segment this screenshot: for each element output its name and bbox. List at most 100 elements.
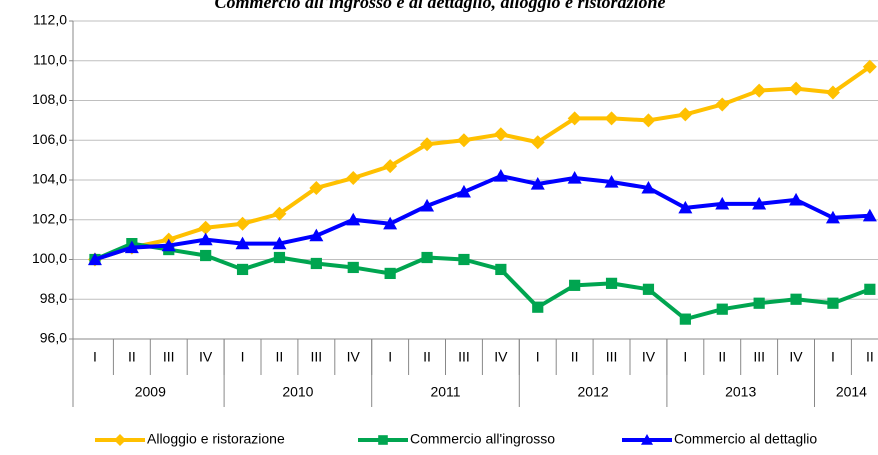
x-tick-label: IV: [642, 349, 656, 365]
year-label: 2012: [578, 384, 609, 400]
point-marker: [236, 263, 249, 276]
series-line: [94, 174, 870, 262]
x-tick-label: II: [276, 349, 284, 365]
point-marker: [493, 169, 508, 182]
point-marker: [752, 83, 767, 98]
point-marker: [420, 198, 435, 212]
point-marker: [200, 249, 212, 262]
x-tick-label: I: [388, 349, 392, 365]
y-tick-label: 108,0: [32, 91, 67, 107]
x-tick-label: IV: [199, 349, 213, 365]
point-marker: [124, 240, 139, 254]
y-tick-label: 110,0: [33, 51, 67, 67]
point-marker: [530, 135, 545, 150]
x-tick-label: II: [718, 349, 726, 365]
point-marker: [458, 253, 470, 266]
point-marker: [641, 113, 656, 128]
y-tick-label: 112,0: [33, 12, 67, 28]
y-tick-label: 96,0: [40, 330, 67, 346]
point-marker: [495, 263, 507, 276]
x-tick-label: II: [571, 349, 579, 365]
point-marker: [346, 171, 361, 186]
point-marker: [383, 216, 398, 230]
chart-title: Commercio all'ingrosso e al dettaglio, a…: [214, 0, 665, 12]
x-tick-label: I: [831, 349, 835, 365]
y-tick-label: 100,0: [32, 250, 67, 266]
point-marker: [161, 238, 176, 252]
point-marker: [383, 159, 398, 174]
point-marker: [605, 277, 618, 289]
point-marker: [87, 252, 102, 266]
point-marker: [715, 196, 730, 210]
point-marker: [678, 200, 693, 214]
legend-marker: [378, 435, 388, 445]
y-tick-label: 106,0: [32, 131, 67, 147]
point-marker: [604, 174, 619, 188]
point-marker: [567, 111, 582, 126]
point-marker: [421, 251, 433, 264]
y-tick-label: 104,0: [32, 171, 67, 187]
point-marker: [827, 297, 839, 309]
legend-label: Alloggio e ristorazione: [147, 431, 285, 447]
point-marker: [235, 236, 250, 250]
point-marker: [789, 192, 804, 206]
point-marker: [532, 301, 544, 313]
point-marker: [678, 107, 693, 122]
point-marker: [752, 196, 767, 210]
point-marker: [641, 180, 656, 194]
year-label: 2009: [135, 384, 166, 400]
x-tick-label: I: [93, 349, 97, 365]
point-marker: [825, 210, 840, 224]
legend-label: Commercio all'ingrosso: [410, 431, 555, 447]
point-marker: [862, 208, 877, 222]
point-marker: [384, 267, 396, 280]
point-marker: [310, 257, 322, 270]
year-label: 2010: [282, 384, 313, 400]
x-tick-label: III: [458, 349, 470, 365]
series-line: [94, 65, 871, 262]
point-marker: [346, 212, 361, 226]
x-tick-label: IV: [789, 349, 803, 365]
point-marker: [530, 176, 545, 190]
point-marker: [864, 283, 876, 295]
point-marker: [420, 137, 435, 152]
point-marker: [716, 303, 728, 315]
series-line: [94, 241, 871, 322]
year-label: 2013: [725, 384, 756, 400]
point-marker: [456, 184, 471, 198]
point-marker: [790, 293, 802, 305]
x-tick-label: II: [866, 349, 874, 365]
point-marker: [753, 297, 765, 309]
point-marker: [862, 59, 877, 74]
point-marker: [456, 133, 471, 148]
point-marker: [679, 313, 691, 325]
x-tick-label: I: [536, 349, 540, 365]
x-tick-label: II: [423, 349, 431, 365]
legend-label: Commercio al dettaglio: [674, 431, 817, 447]
point-marker: [198, 220, 213, 235]
y-tick-label: 98,0: [40, 290, 67, 306]
x-tick-label: I: [683, 349, 687, 365]
x-tick-label: III: [311, 349, 323, 365]
point-marker: [604, 111, 619, 126]
legend-marker: [114, 434, 126, 446]
point-marker: [347, 261, 359, 274]
year-label: 2014: [836, 384, 867, 400]
point-marker: [825, 85, 840, 100]
point-marker: [309, 180, 324, 195]
point-marker: [272, 206, 287, 221]
x-tick-label: I: [241, 349, 245, 365]
point-marker: [715, 97, 730, 112]
x-tick-label: III: [753, 349, 765, 365]
x-tick-label: IV: [494, 349, 508, 365]
point-marker: [273, 251, 286, 264]
y-tick-label: 102,0: [32, 210, 67, 226]
point-marker: [235, 216, 250, 231]
point-marker: [569, 279, 581, 291]
point-marker: [198, 232, 213, 246]
point-marker: [642, 283, 655, 295]
x-tick-label: III: [606, 349, 618, 365]
point-marker: [309, 228, 324, 242]
point-marker: [567, 171, 582, 184]
